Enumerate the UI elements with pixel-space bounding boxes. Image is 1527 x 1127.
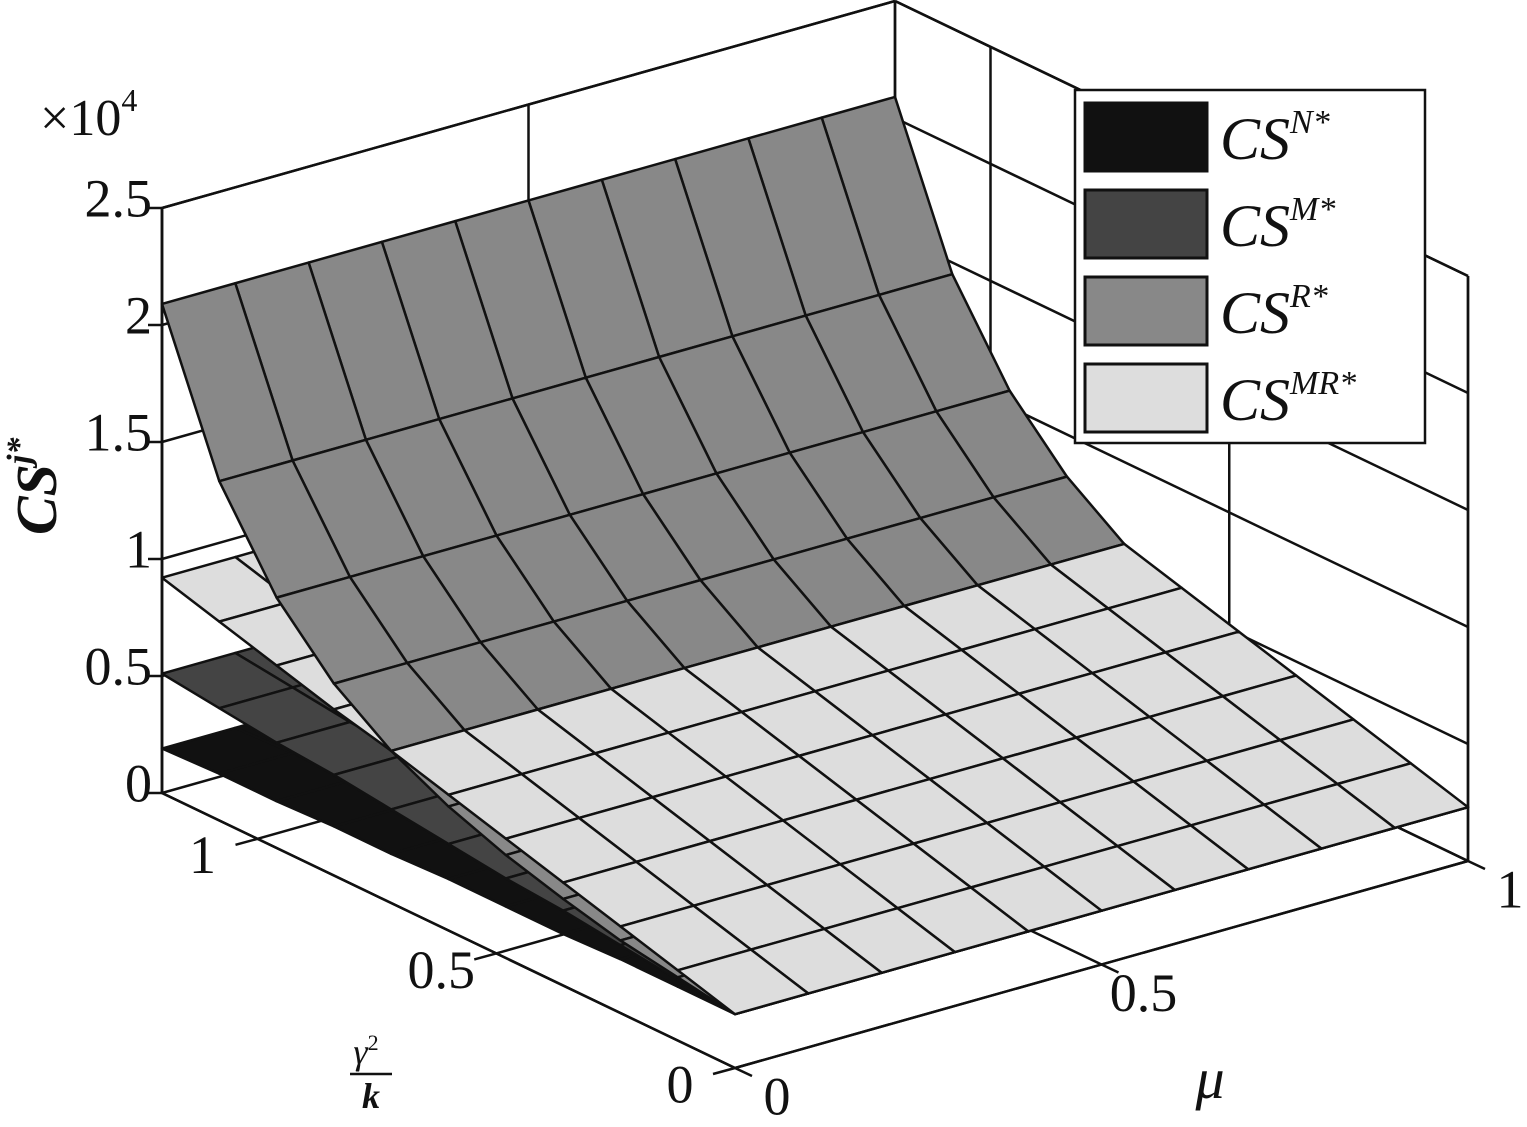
z-label-base: CS bbox=[4, 464, 69, 535]
z-multiplier: ×104 bbox=[40, 82, 137, 147]
legend-label-sup: M* bbox=[1289, 191, 1335, 228]
y-tick-label: 0.5 bbox=[408, 940, 476, 1000]
legend-swatch bbox=[1083, 188, 1209, 260]
y-tick-label: 0 bbox=[667, 1054, 694, 1114]
y-axis-label-denominator: k bbox=[362, 1076, 380, 1116]
x-tick-label: 0 bbox=[764, 1066, 791, 1126]
x-axis-label: μ bbox=[1194, 1046, 1224, 1111]
z-label-sup: j* bbox=[1, 437, 38, 469]
legend-label-sup: MR* bbox=[1289, 365, 1356, 402]
box-edge bbox=[161, 0, 896, 210]
y-tick bbox=[712, 1066, 736, 1076]
legend-swatch bbox=[1083, 362, 1209, 434]
legend: CSN*CSM*CSR*CSMR* bbox=[1073, 88, 1427, 445]
z-axis-label: CSj* bbox=[1, 437, 69, 535]
multiplier-exponent: 4 bbox=[121, 82, 137, 118]
legend-label: CSMR* bbox=[1220, 365, 1356, 433]
legend-label-sup: R* bbox=[1289, 278, 1328, 315]
z-tick-label: 1 bbox=[125, 519, 152, 579]
legend-swatch bbox=[1083, 275, 1209, 347]
x-tick bbox=[734, 1066, 753, 1078]
legend-swatch bbox=[1083, 101, 1209, 173]
y-tick bbox=[473, 952, 497, 961]
y-label-sup: 2 bbox=[368, 1030, 379, 1055]
x-tick-label: 0.5 bbox=[1110, 963, 1178, 1023]
y-tick bbox=[235, 837, 258, 847]
legend-label-base: CS bbox=[1220, 367, 1290, 433]
z-tick-label: 0 bbox=[125, 753, 152, 813]
z-tick-label: 1.5 bbox=[85, 402, 153, 462]
plot-area bbox=[148, 0, 1486, 1078]
legend-label-base: CS bbox=[1220, 106, 1290, 172]
x-tick-label: 1 bbox=[1497, 859, 1524, 919]
legend-label-base: CS bbox=[1220, 280, 1290, 346]
y-tick-label: 1 bbox=[189, 825, 216, 885]
y-axis-label-numerator: γ2 bbox=[353, 1030, 378, 1072]
legend-label: CSM* bbox=[1220, 191, 1335, 259]
legend-label: CSR* bbox=[1220, 278, 1328, 346]
y-label-numerator: γ bbox=[353, 1032, 368, 1072]
z-tick-label: 0.5 bbox=[85, 636, 153, 696]
multiplier-base: ×10 bbox=[40, 90, 121, 147]
legend-label: CSN* bbox=[1220, 104, 1330, 172]
x-tick bbox=[1100, 963, 1120, 974]
x-tick bbox=[1467, 859, 1486, 871]
z-tick-label: 2.5 bbox=[85, 168, 153, 228]
legend-label-base: CS bbox=[1220, 193, 1290, 259]
surface-patch bbox=[676, 948, 810, 1016]
z-tick-label: 2 bbox=[125, 285, 152, 345]
legend-label-sup: N* bbox=[1289, 104, 1330, 141]
